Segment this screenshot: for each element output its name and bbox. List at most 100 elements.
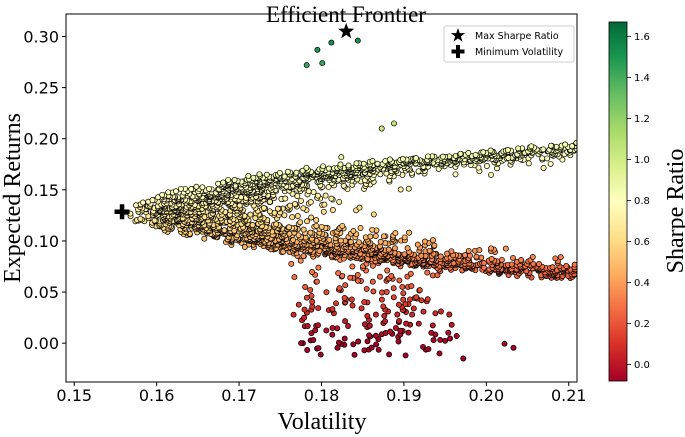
portfolio-point xyxy=(501,340,508,347)
portfolio-point xyxy=(297,197,304,204)
portfolio-point xyxy=(363,285,370,292)
portfolio-point xyxy=(401,234,408,241)
portfolio-point xyxy=(315,264,322,271)
portfolio-point xyxy=(386,156,393,163)
portfolio-point xyxy=(399,283,406,290)
portfolio-point xyxy=(317,351,324,358)
portfolio-point xyxy=(319,60,326,67)
y-tick-label: 0.15 xyxy=(23,181,59,200)
portfolio-point xyxy=(133,202,139,209)
portfolio-point xyxy=(388,273,395,279)
y-tick-label: 0.20 xyxy=(23,130,59,149)
portfolio-point xyxy=(300,226,307,233)
y-tick-label: 0.10 xyxy=(23,232,59,251)
portfolio-point xyxy=(369,226,376,233)
portfolio-point xyxy=(367,233,374,240)
portfolio-point xyxy=(280,248,287,255)
portfolio-point xyxy=(215,180,222,187)
portfolio-point xyxy=(476,247,483,254)
portfolio-point xyxy=(288,260,295,267)
portfolio-point xyxy=(457,150,464,157)
colorbar-label: Sharpe Ratio xyxy=(663,149,685,274)
portfolio-point xyxy=(313,222,320,229)
portfolio-point xyxy=(335,270,342,277)
portfolio-point xyxy=(286,224,292,231)
portfolio-point xyxy=(358,305,365,312)
portfolio-point xyxy=(488,256,495,262)
portfolio-point xyxy=(315,322,321,329)
portfolio-point xyxy=(483,163,490,169)
portfolio-point xyxy=(377,238,384,245)
portfolio-point xyxy=(437,253,444,260)
portfolio-point xyxy=(369,158,376,164)
portfolio-point xyxy=(400,290,407,297)
portfolio-point xyxy=(335,339,342,346)
portfolio-point xyxy=(193,183,200,190)
portfolio-point xyxy=(308,214,315,221)
colorbar-tick-label: 1.0 xyxy=(634,155,650,166)
portfolio-point xyxy=(292,201,298,207)
portfolio-point xyxy=(336,198,343,205)
colorbar-gradient xyxy=(609,22,627,381)
portfolio-point xyxy=(481,260,487,266)
portfolio-point xyxy=(337,161,344,168)
portfolio-point xyxy=(409,311,416,318)
portfolio-point xyxy=(413,155,419,162)
portfolio-point xyxy=(284,168,291,175)
portfolio-point xyxy=(431,242,438,249)
portfolio-point xyxy=(290,311,297,318)
colorbar-tick-label: 1.6 xyxy=(634,32,650,43)
portfolio-point xyxy=(322,192,329,199)
portfolio-point xyxy=(366,332,373,339)
special-points xyxy=(114,22,355,220)
x-tick-label: 0.18 xyxy=(304,386,340,405)
portfolio-point xyxy=(297,257,304,264)
x-tick-label: 0.20 xyxy=(469,386,505,405)
portfolio-point xyxy=(313,217,320,224)
portfolio-point xyxy=(303,164,310,171)
colorbar: 0.0 0.2 0.4 0.6 0.8 1.0 1.2 1.4 1.6 Sharpe Ratio xyxy=(608,21,685,382)
portfolio-point xyxy=(225,176,232,183)
portfolio-point xyxy=(188,186,195,193)
portfolio-point xyxy=(430,337,437,344)
portfolio-point xyxy=(231,177,238,183)
portfolio-point xyxy=(380,233,387,240)
portfolio-point xyxy=(439,153,446,160)
y-tick-label: 0.00 xyxy=(23,334,59,353)
portfolio-point xyxy=(465,247,472,254)
portfolio-point xyxy=(318,223,325,230)
colorbar-tick-label: 0.0 xyxy=(634,360,650,371)
portfolio-point xyxy=(372,332,379,339)
portfolio-point xyxy=(320,208,327,215)
portfolio-point xyxy=(339,222,346,229)
portfolio-point xyxy=(445,329,452,336)
portfolio-point xyxy=(382,318,389,325)
portfolio-point xyxy=(396,277,403,284)
portfolio-point xyxy=(323,289,330,296)
portfolio-point xyxy=(488,245,494,252)
portfolio-point xyxy=(390,294,397,301)
portfolio-point xyxy=(307,199,314,206)
portfolio-point xyxy=(241,244,248,250)
portfolio-point xyxy=(383,289,390,295)
portfolio-point xyxy=(510,254,516,261)
portfolio-point xyxy=(386,351,393,358)
portfolio-point xyxy=(350,341,357,348)
portfolio-point xyxy=(442,337,449,344)
portfolio-point xyxy=(407,270,414,277)
portfolio-point xyxy=(300,205,307,212)
portfolio-point xyxy=(250,174,257,181)
portfolio-point xyxy=(462,252,468,259)
portfolio-point xyxy=(369,278,376,285)
portfolio-point xyxy=(410,305,417,312)
colorbar-tick-label: 0.8 xyxy=(634,196,650,207)
portfolio-point xyxy=(137,215,144,222)
colorbar-tick-label: 0.4 xyxy=(634,278,650,289)
portfolio-point xyxy=(540,146,547,153)
y-tick-label: 0.25 xyxy=(23,79,59,98)
portfolio-point xyxy=(460,355,467,362)
portfolio-point xyxy=(263,171,270,178)
portfolio-point xyxy=(502,245,509,252)
portfolio-point xyxy=(395,301,402,308)
